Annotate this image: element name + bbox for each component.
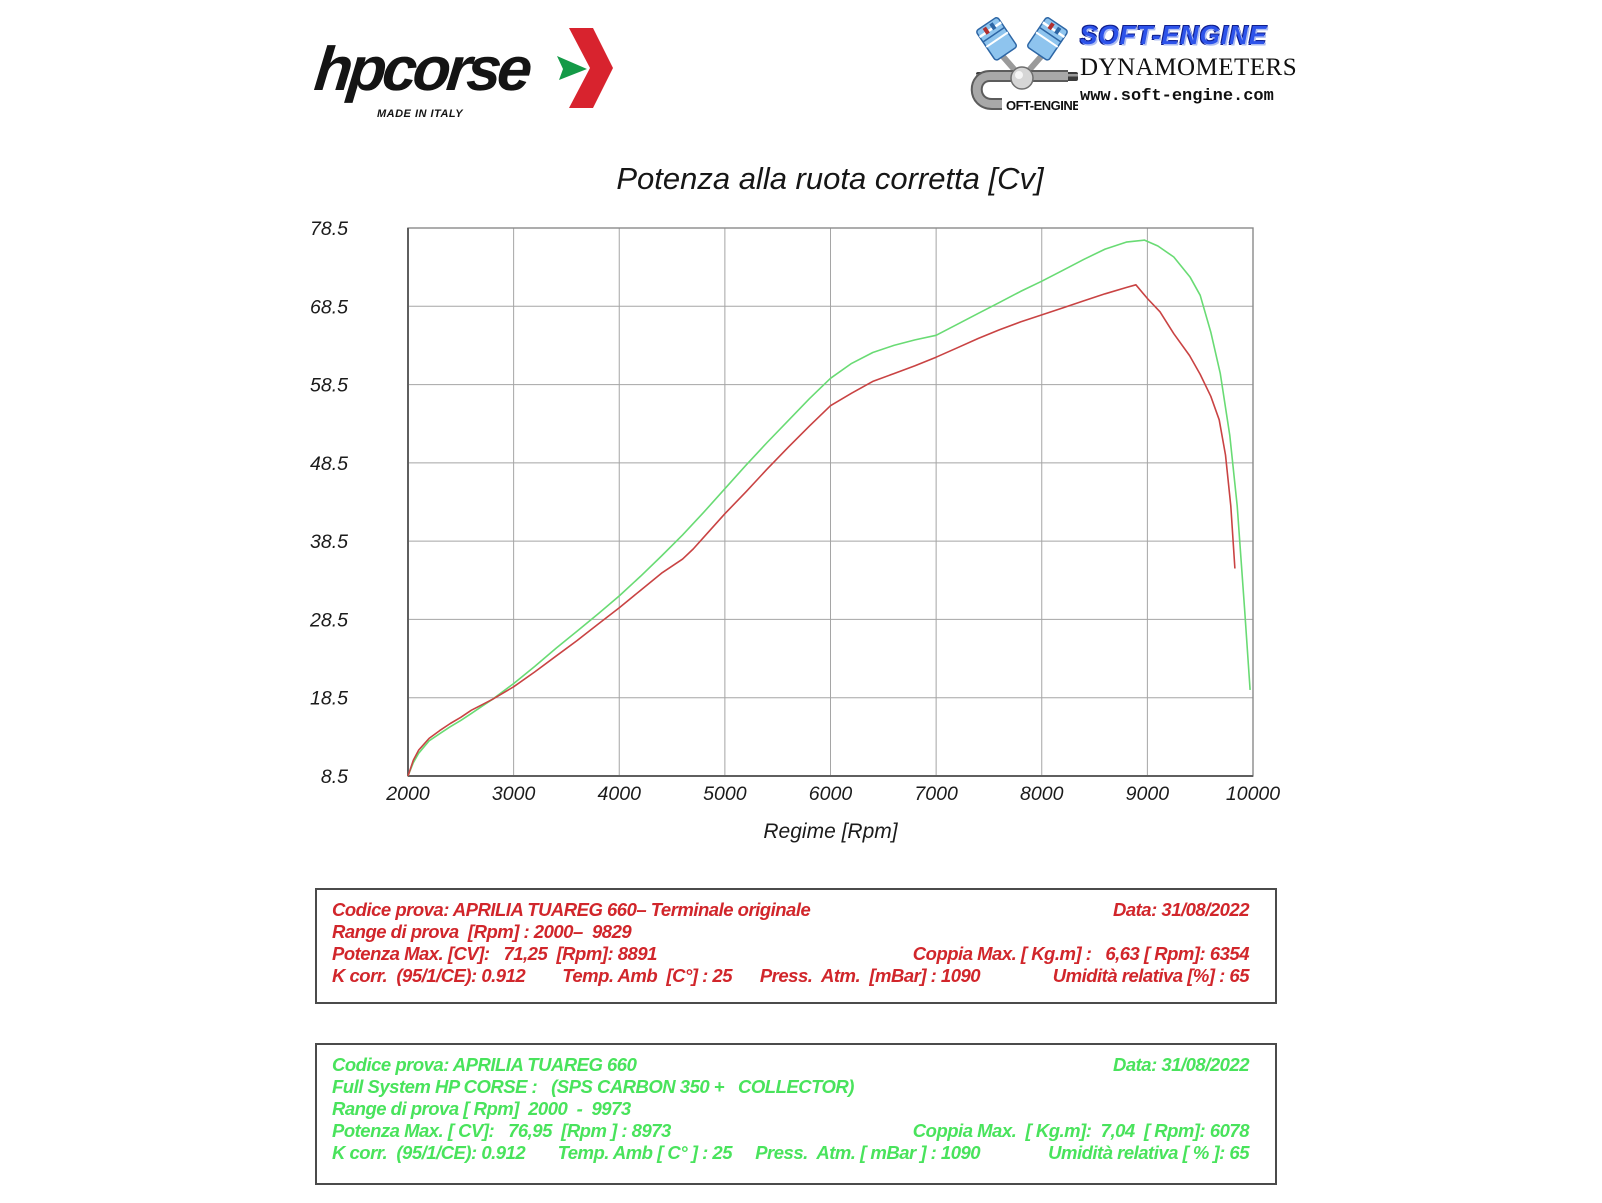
y-tick-label: 18.5 [310, 688, 348, 710]
info-row-left: K corr. (95/1/CE): 0.912 Temp. Amb [C°] … [332, 965, 981, 986]
info-row-right: Coppia Max. [ Kg.m] : 6,63 [ Rpm]: 6354 [912, 943, 1250, 964]
x-tick-label: 10000 [1226, 783, 1280, 805]
series-1 [407, 284, 1236, 777]
softengine-dynamometers: DYNAMOMETERS [1080, 54, 1298, 81]
info-row-left: Potenza Max. [CV]: 71,25 [Rpm]: 8891 [332, 943, 657, 964]
x-tick-label: 2000 [385, 783, 430, 805]
info-row-left: Potenza Max. [ CV]: 76,95 [Rpm ] : 8973 [332, 1120, 671, 1141]
y-tick-label: 38.5 [310, 531, 348, 553]
chart-title: Potenza alla ruota corretta [Cv] [616, 161, 1044, 196]
info-row-right: Umidità relativa [ % ]: 65 [1048, 1142, 1249, 1163]
info-row-left: Codice prova: APRILIA TUAREG 660 [332, 1054, 637, 1075]
x-tick-label: 9000 [1126, 783, 1170, 805]
softengine-text-block: SOFT-ENGINE DYNAMOMETERS www.soft-engine… [1080, 20, 1298, 106]
info-row: Codice prova: APRILIA TUAREG 660 Data: 31… [332, 1054, 1250, 1076]
x-axis-label: Regime [Rpm] [763, 820, 898, 843]
info-row-left: Range di prova [ Rpm] 2000 - 9973 [332, 1098, 631, 1119]
info-row-left: K corr. (95/1/CE): 0.912 Temp. Amb [ C° … [332, 1142, 981, 1163]
x-tick-label: 5000 [703, 783, 747, 805]
x-tick-label: 6000 [809, 783, 853, 805]
info-row-left: Codice prova: APRILIA TUAREG 660– Termin… [332, 899, 811, 920]
softengine-logo: OFT-ENGINE SOFT-ENGINE DYNAMOMETERS www.… [968, 12, 1298, 116]
info-row-right: Umidità relativa [%] : 65 [1052, 965, 1250, 986]
info-row: Range di prova [ Rpm] 2000 - 9973 [332, 1098, 1249, 1120]
info-box-original: Codice prova: APRILIA TUAREG 660– Termin… [315, 888, 1277, 1004]
series-0 [407, 239, 1251, 777]
y-tick-label: 78.5 [310, 218, 348, 240]
info-row: K corr. (95/1/CE): 0.912 Temp. Amb [C°] … [332, 965, 1250, 987]
info-row: Potenza Max. [CV]: 71,25 [Rpm]: 8891 Copp… [332, 943, 1250, 965]
y-tick-label: 28.5 [309, 609, 348, 631]
info-row: Codice prova: APRILIA TUAREG 660– Termin… [332, 899, 1250, 921]
y-tick-label: 68.5 [310, 296, 348, 318]
hpcorse-wordmark: hpcorse [311, 35, 532, 104]
pistons-icon: OFT-ENGINE [970, 17, 1078, 113]
y-tick-label: 58.5 [310, 375, 348, 397]
info-row: Full System HP CORSE : (SPS CARBON 350 +… [332, 1076, 1249, 1098]
hpcorse-arrow-icon [557, 28, 613, 108]
softengine-logo-text: OFT-ENGINE [1006, 98, 1078, 113]
y-tick-label: 8.5 [321, 766, 348, 788]
power-chart: 8.5 18.5 28.5 38.5 48.5 58.5 68.5 78.5 2000 3000 4… [309, 218, 1280, 843]
info-row: Potenza Max. [ CV]: 76,95 [Rpm ] : 8973 C… [332, 1120, 1250, 1142]
hpcorse-logo: hpcorse MADE IN ITALY [311, 28, 625, 128]
info-row-right: Coppia Max. [ Kg.m]: 7,04 [ Rpm]: 6078 [912, 1120, 1250, 1141]
x-tick-label: 8000 [1020, 783, 1064, 805]
softengine-url: www.soft-engine.com [1080, 87, 1274, 106]
info-row-left: Range di prova [Rpm] : 2000– 9829 [332, 921, 632, 942]
info-row-right: Data: 31/08/2022 [1113, 1054, 1250, 1075]
info-row-left: Full System HP CORSE : (SPS CARBON 350 +… [332, 1076, 854, 1097]
x-tick-label: 3000 [492, 783, 536, 805]
info-box-hpcorse: Codice prova: APRILIA TUAREG 660 Data: 31… [315, 1043, 1277, 1185]
x-tick-label: 7000 [914, 783, 958, 805]
x-tick-label: 4000 [598, 783, 642, 805]
y-tick-label: 48.5 [310, 453, 348, 475]
info-row: Range di prova [Rpm] : 2000– 9829 [332, 921, 1249, 943]
info-row: K corr. (95/1/CE): 0.912 Temp. Amb [ C° … [332, 1142, 1249, 1164]
softengine-brand: SOFT-ENGINE [1080, 20, 1268, 50]
info-row-right: Data: 31/08/2022 [1113, 899, 1250, 920]
hpcorse-tagline: MADE IN ITALY [377, 108, 464, 120]
